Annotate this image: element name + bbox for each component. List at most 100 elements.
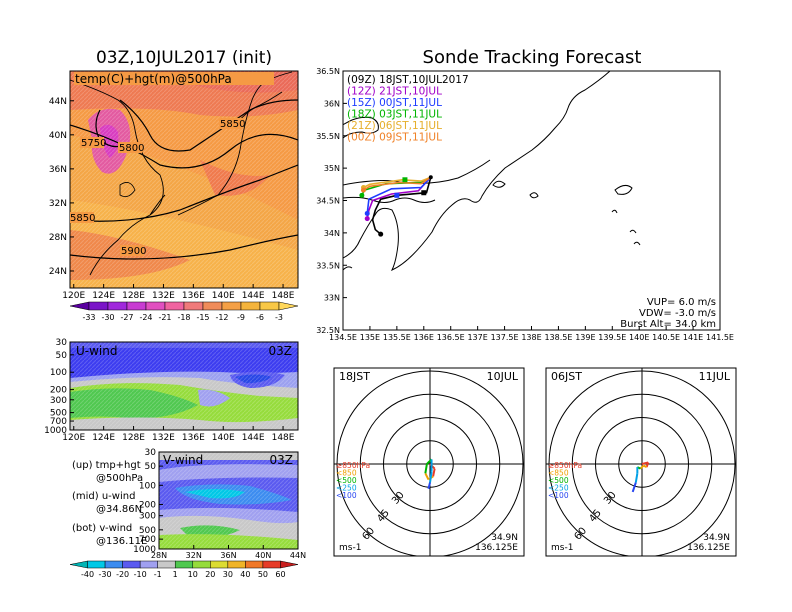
- colorbar-swatch: [145, 301, 166, 311]
- hodograph-time: 06JST: [551, 370, 582, 383]
- colorbar-tick-label: -40: [81, 570, 94, 579]
- pressure-tick-label: 500: [50, 409, 67, 419]
- sonde-tracks: [359, 175, 433, 237]
- lon-tick-label: 144E: [242, 433, 265, 443]
- pressure-tick-label: 100: [139, 481, 156, 491]
- lat-tick-label: 36N: [220, 551, 236, 560]
- hodograph-segment: [432, 468, 436, 477]
- pressure-tick-label: 200: [139, 500, 156, 510]
- pressure-tick-label: 100: [50, 368, 67, 378]
- colorbar-swatch: [280, 560, 299, 569]
- sonde-track-line: [363, 176, 432, 189]
- colorbar-tick-label: -18: [177, 313, 190, 322]
- colorbar-tick-label: -30: [101, 313, 114, 322]
- pressure-tick-label: 30: [145, 448, 157, 458]
- lat-tick-label: 40N: [49, 131, 67, 141]
- hodograph-segment: [634, 473, 639, 483]
- hodograph-unit: ms-1: [551, 543, 573, 553]
- lat-tick-label: 34.5N: [316, 197, 340, 206]
- note-mid: (mid) u-wind: [72, 491, 135, 502]
- colorbar-tick-label: 1: [173, 570, 178, 579]
- pressure-tick-label: 700: [50, 417, 67, 427]
- level-legend-entry: <250: [548, 484, 569, 493]
- lat-tick-label: 40N: [255, 551, 271, 560]
- lat-tick-label: 33.5N: [316, 261, 340, 270]
- colorbar-swatch: [122, 560, 141, 569]
- hodograph-frame: [545, 367, 737, 557]
- lat-tick-label: 28N: [49, 233, 67, 243]
- level-legend-entry: <100: [548, 491, 569, 500]
- legend-entry: (12Z) 21JST,10JUL: [347, 86, 442, 98]
- note-up: (up) tmp+hgt: [72, 460, 141, 471]
- lon-tick-label: 144E: [242, 291, 265, 301]
- pressure-tick-label: 300: [139, 512, 156, 522]
- lat-tick-label: 44N: [290, 551, 306, 560]
- hodograph-segment: [424, 463, 428, 474]
- lat-tick-label: 28N: [151, 551, 167, 560]
- lon-tick-label: 135E: [360, 333, 380, 342]
- lat-tick-label: 35N: [324, 164, 340, 173]
- hodograph-lat: 34.9N: [491, 533, 518, 543]
- wind-colorbar: -40 -30 -20 -10 -1 1 10 20 30 40 50 60: [69, 560, 299, 579]
- legend-entry: (18Z) 03JST,11JUL: [347, 109, 442, 121]
- colorbar-tick-label: -3: [275, 313, 283, 322]
- colorbar-tick-label: -33: [82, 313, 95, 322]
- colorbar-tick-label: 50: [258, 570, 268, 579]
- colorbar-tick-label: 60: [275, 570, 285, 579]
- colorbar-swatch: [174, 560, 194, 569]
- hodograph-segment: [631, 482, 637, 493]
- colorbar-swatch: [192, 560, 211, 569]
- lat-tick-label: 36N: [324, 99, 340, 108]
- lon-tick-label: 137.5E: [491, 333, 519, 342]
- lat-tick-label: 24N: [49, 267, 67, 277]
- contour-label-5850-east: 5850: [220, 119, 245, 130]
- param-vdw: VDW= -3.0 m/s: [639, 308, 716, 319]
- lat-tick-label: 32N: [186, 551, 202, 560]
- landing-point: [359, 192, 365, 198]
- launch-point: [428, 175, 433, 180]
- lat-tick-label: 33N: [324, 294, 340, 303]
- hodograph-segment: [643, 464, 648, 468]
- landing-point: [360, 187, 366, 193]
- sonde-track-line: [363, 176, 432, 191]
- lon-tick-label: 120E: [62, 433, 85, 443]
- contour-label-5800: 5800: [119, 143, 144, 154]
- hodograph-lon: 136.125E: [475, 543, 518, 553]
- pressure-tick-label: 30: [56, 338, 68, 348]
- burst-marker: [394, 192, 400, 198]
- colorbar-swatch: [139, 560, 158, 569]
- lon-tick-label: 140.5E: [652, 333, 680, 342]
- note-mid-level: @34.86N: [96, 504, 142, 515]
- panel-500hpa-axes: 120E 124E 128E 132E 136E 140E 144E 148E 44N 40N 36…: [49, 97, 295, 301]
- lon-tick-label: 140E: [629, 333, 649, 342]
- lon-tick-label: 128E: [122, 433, 145, 443]
- legend-entry: (00Z) 09JST,11JUL: [347, 132, 442, 144]
- lon-tick-label: 141.5E: [706, 333, 734, 342]
- hodograph-date: 10JUL: [487, 370, 519, 383]
- colorbar-tick-label: -21: [158, 313, 171, 322]
- lon-tick-label: 140E: [212, 433, 235, 443]
- colorbar-swatch: [69, 301, 90, 311]
- colorbar-swatch: [221, 301, 242, 311]
- vwind-time: 03Z: [270, 453, 294, 467]
- level-legend-entry: <850: [548, 469, 569, 478]
- burst-marker: [402, 177, 408, 183]
- pressure-tick-label: 200: [50, 386, 67, 396]
- main-title: Sonde Tracking Forecast: [423, 47, 642, 68]
- lon-tick-label: 148E: [272, 433, 295, 443]
- landing-point: [378, 231, 384, 237]
- hodograph-segment: [639, 464, 645, 470]
- hodograph-segment: [424, 472, 430, 480]
- lat-tick-label: 36.5N: [316, 67, 340, 76]
- colorbar-swatch: [164, 301, 185, 311]
- legend-entry: (21Z) 06JST,11JUL: [347, 120, 442, 132]
- hodograph-segment: [429, 471, 433, 483]
- panel-500hpa-label: temp(C)+hgt(m)@500hPa: [75, 72, 232, 86]
- level-legend-entry: ≥850hPa: [336, 461, 370, 470]
- colorbar-swatch: [227, 560, 246, 569]
- colorbar-swatch: [183, 301, 204, 311]
